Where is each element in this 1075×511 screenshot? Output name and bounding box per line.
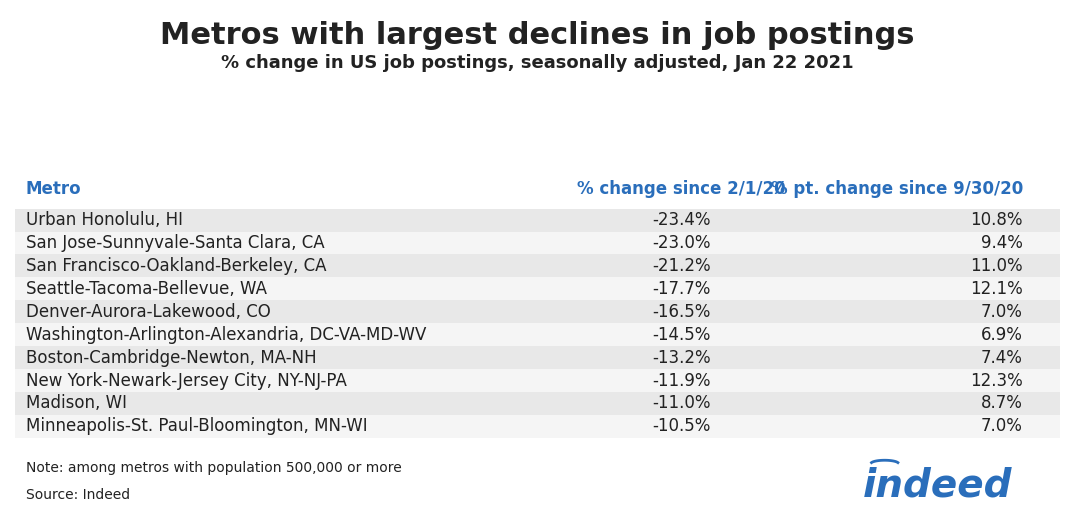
Text: 9.4%: 9.4%: [981, 234, 1022, 252]
Text: -17.7%: -17.7%: [653, 280, 711, 298]
FancyBboxPatch shape: [15, 254, 1060, 277]
Text: % pt. change since 9/30/20: % pt. change since 9/30/20: [771, 179, 1022, 198]
FancyBboxPatch shape: [15, 300, 1060, 323]
Text: Metro: Metro: [26, 179, 81, 198]
Text: -16.5%: -16.5%: [653, 303, 711, 321]
Text: Minneapolis-St. Paul-Bloomington, MN-WI: Minneapolis-St. Paul-Bloomington, MN-WI: [26, 417, 368, 435]
FancyBboxPatch shape: [15, 323, 1060, 346]
FancyBboxPatch shape: [15, 231, 1060, 254]
Text: % change since 2/1/20: % change since 2/1/20: [577, 179, 786, 198]
FancyBboxPatch shape: [15, 415, 1060, 438]
Text: 7.0%: 7.0%: [981, 303, 1022, 321]
Text: % change in US job postings, seasonally adjusted, Jan 22 2021: % change in US job postings, seasonally …: [221, 54, 854, 73]
Text: San Francisco-Oakland-Berkeley, CA: San Francisco-Oakland-Berkeley, CA: [26, 257, 326, 275]
FancyBboxPatch shape: [15, 392, 1060, 415]
Text: Seattle-Tacoma-Bellevue, WA: Seattle-Tacoma-Bellevue, WA: [26, 280, 267, 298]
Text: -11.0%: -11.0%: [653, 394, 711, 412]
Text: New York-Newark-Jersey City, NY-NJ-PA: New York-Newark-Jersey City, NY-NJ-PA: [26, 371, 346, 389]
Text: 12.3%: 12.3%: [970, 371, 1022, 389]
FancyBboxPatch shape: [15, 208, 1060, 231]
Text: 12.1%: 12.1%: [970, 280, 1022, 298]
Text: 7.4%: 7.4%: [981, 349, 1022, 366]
Text: -21.2%: -21.2%: [653, 257, 711, 275]
FancyBboxPatch shape: [15, 369, 1060, 392]
FancyBboxPatch shape: [15, 277, 1060, 300]
Text: -23.4%: -23.4%: [653, 211, 711, 229]
Text: indeed: indeed: [863, 466, 1013, 504]
Text: 10.8%: 10.8%: [971, 211, 1022, 229]
Text: Boston-Cambridge-Newton, MA-NH: Boston-Cambridge-Newton, MA-NH: [26, 349, 316, 366]
Text: Source: Indeed: Source: Indeed: [26, 487, 130, 502]
Text: Note: among metros with population 500,000 or more: Note: among metros with population 500,0…: [26, 461, 401, 475]
Text: 11.0%: 11.0%: [971, 257, 1022, 275]
Text: San Jose-Sunnyvale-Santa Clara, CA: San Jose-Sunnyvale-Santa Clara, CA: [26, 234, 325, 252]
Text: 7.0%: 7.0%: [981, 417, 1022, 435]
FancyBboxPatch shape: [15, 346, 1060, 369]
Text: -14.5%: -14.5%: [653, 326, 711, 344]
Text: Madison, WI: Madison, WI: [26, 394, 127, 412]
Text: Urban Honolulu, HI: Urban Honolulu, HI: [26, 211, 183, 229]
Text: -23.0%: -23.0%: [653, 234, 711, 252]
Text: Denver-Aurora-Lakewood, CO: Denver-Aurora-Lakewood, CO: [26, 303, 270, 321]
Text: -11.9%: -11.9%: [653, 371, 711, 389]
Text: Washington-Arlington-Alexandria, DC-VA-MD-WV: Washington-Arlington-Alexandria, DC-VA-M…: [26, 326, 426, 344]
Text: 8.7%: 8.7%: [981, 394, 1022, 412]
Text: -13.2%: -13.2%: [653, 349, 711, 366]
Text: Metros with largest declines in job postings: Metros with largest declines in job post…: [160, 21, 915, 50]
Text: -10.5%: -10.5%: [653, 417, 711, 435]
Text: 6.9%: 6.9%: [981, 326, 1022, 344]
